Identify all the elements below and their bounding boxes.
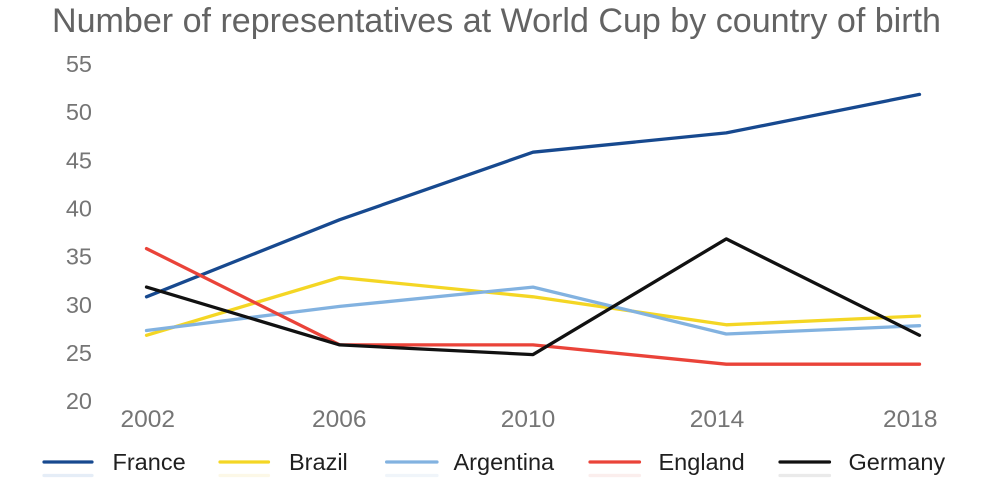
svg-text:40: 40	[66, 196, 92, 222]
svg-text:Argentina: Argentina	[454, 449, 556, 475]
svg-text:55: 55	[66, 51, 92, 77]
svg-text:2014: 2014	[690, 406, 745, 433]
svg-text:30: 30	[66, 292, 92, 318]
svg-text:England: England	[659, 449, 745, 475]
svg-text:Germany: Germany	[849, 449, 946, 475]
svg-text:2018: 2018	[883, 406, 938, 433]
svg-text:20: 20	[66, 388, 92, 414]
svg-text:50: 50	[66, 99, 92, 125]
svg-text:2006: 2006	[312, 406, 367, 433]
svg-text:2002: 2002	[121, 406, 176, 433]
svg-text:45: 45	[66, 147, 92, 173]
svg-text:Brazil: Brazil	[289, 449, 348, 475]
svg-text:2010: 2010	[501, 406, 556, 433]
svg-text:25: 25	[66, 340, 92, 366]
svg-text:France: France	[113, 449, 186, 475]
svg-text:Number of representatives at W: Number of representatives at World Cup b…	[52, 2, 941, 40]
svg-text:35: 35	[66, 244, 92, 270]
